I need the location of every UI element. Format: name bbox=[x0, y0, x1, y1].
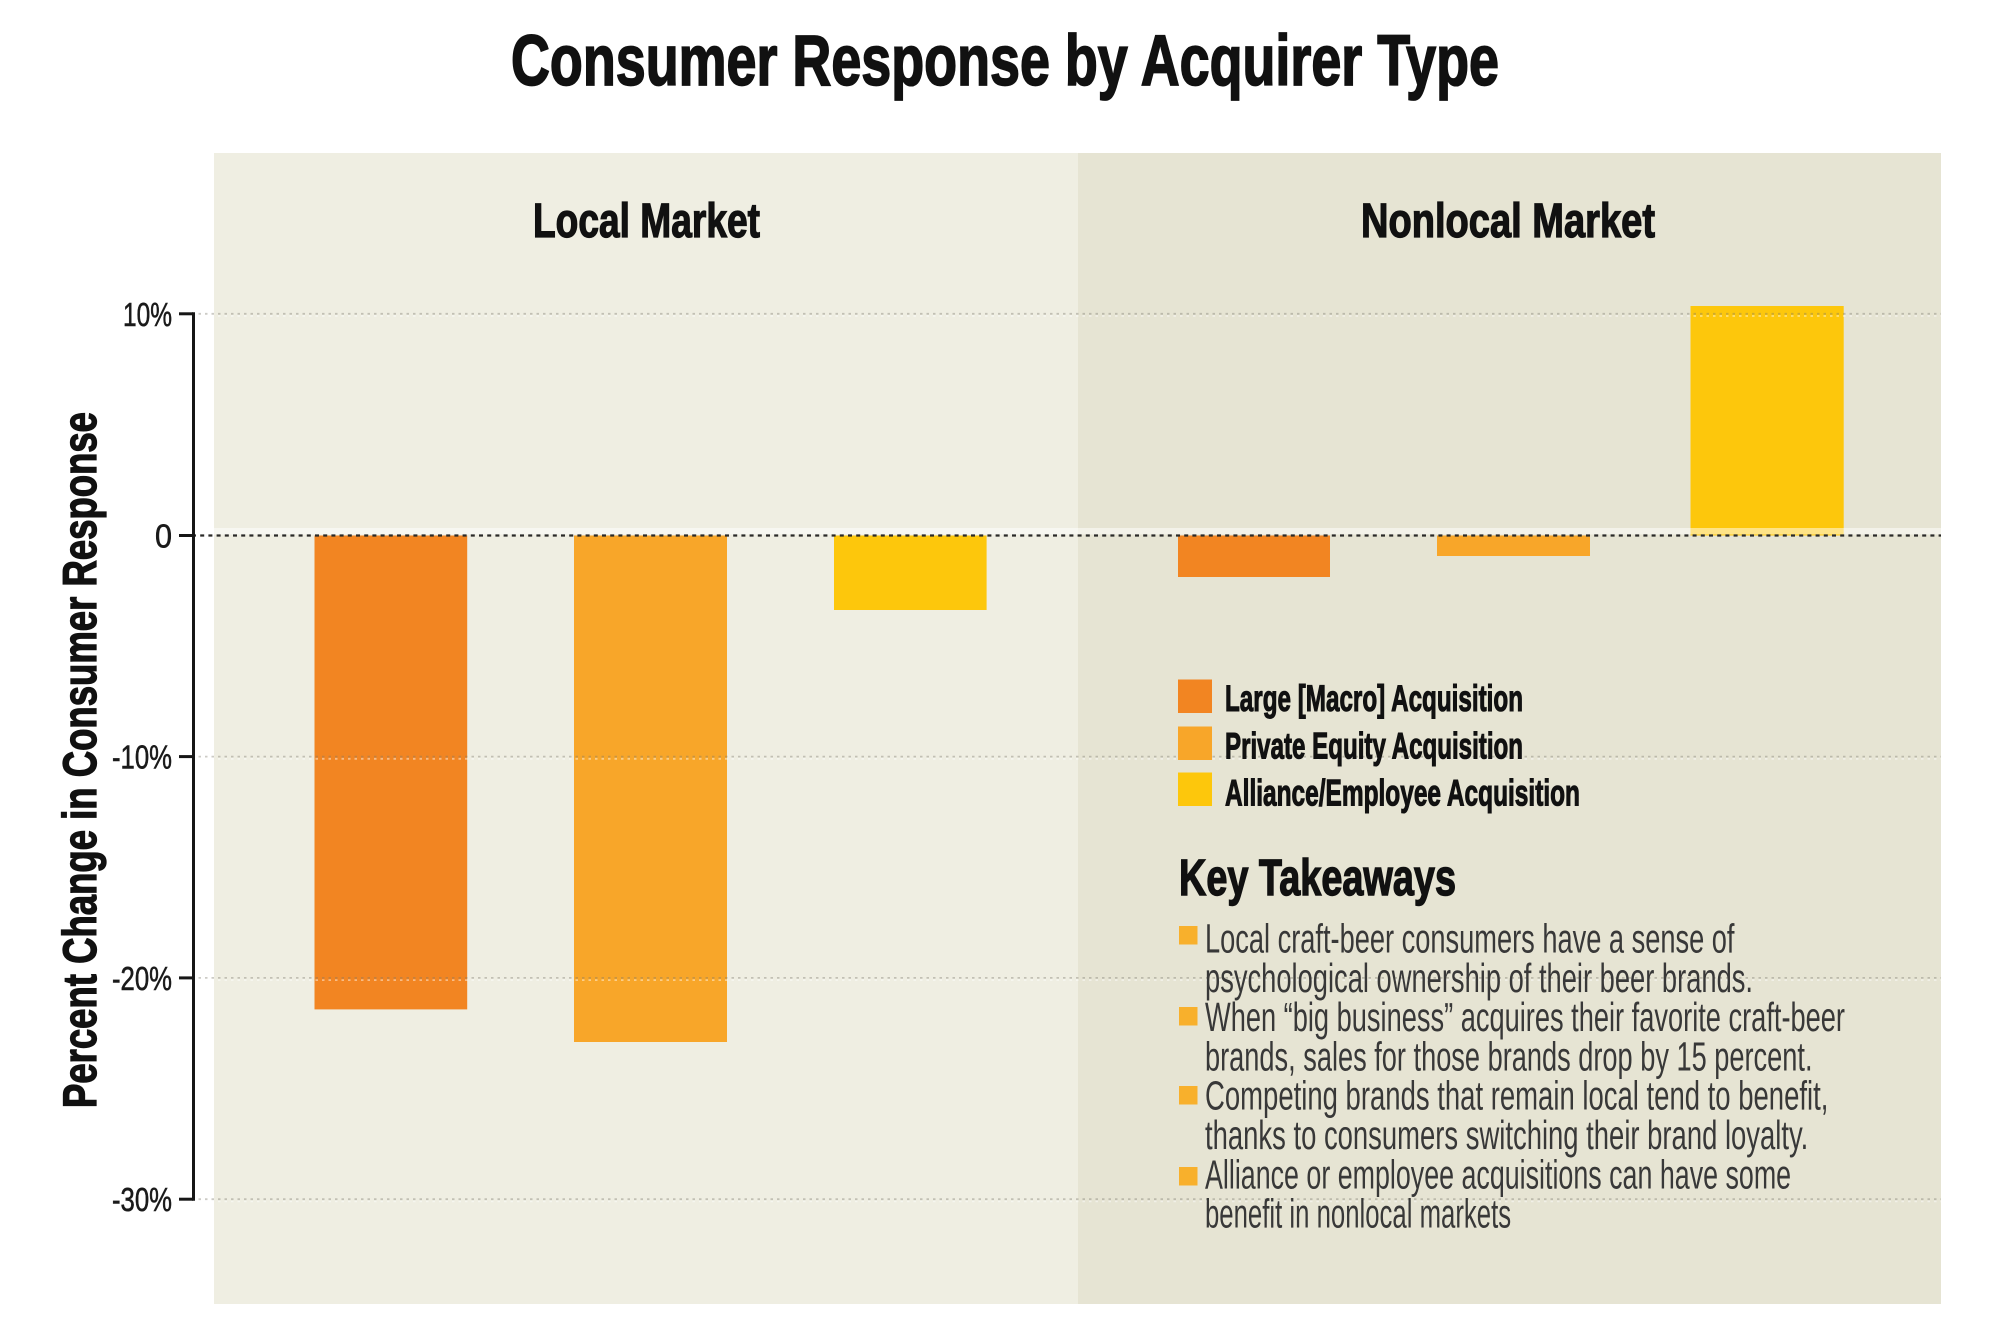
svg-text:Large [Macro] Acquisition: Large [Macro] Acquisition bbox=[1225, 678, 1523, 719]
svg-text:10%: 10% bbox=[123, 296, 172, 333]
svg-text:Local Market: Local Market bbox=[533, 195, 760, 248]
svg-text:0: 0 bbox=[155, 518, 172, 555]
svg-text:brands, sales for those brands: brands, sales for those brands drop by 1… bbox=[1205, 1033, 1813, 1079]
svg-text:thanks to consumers switching: thanks to consumers switching their bran… bbox=[1205, 1112, 1808, 1158]
svg-text:Nonlocal Market: Nonlocal Market bbox=[1361, 195, 1655, 248]
svg-text:Key Takeaways: Key Takeaways bbox=[1179, 849, 1456, 906]
svg-text:Competing brands that remain l: Competing brands that remain local tend … bbox=[1205, 1073, 1828, 1119]
svg-text:-30%: -30% bbox=[112, 1181, 172, 1218]
svg-text:-10%: -10% bbox=[112, 739, 172, 776]
svg-text:-20%: -20% bbox=[112, 960, 172, 997]
svg-text:Private Equity Acquisition: Private Equity Acquisition bbox=[1225, 726, 1523, 767]
svg-text:Alliance or employee acquisiti: Alliance or employee acquisitions can ha… bbox=[1205, 1151, 1791, 1197]
svg-text:When “big business” acquires t: When “big business” acquires their favor… bbox=[1205, 994, 1845, 1040]
svg-text:Local craft-beer consumers hav: Local craft-beer consumers have a sense … bbox=[1205, 916, 1735, 962]
svg-text:psychological ownership of the: psychological ownership of their beer br… bbox=[1205, 955, 1753, 1001]
svg-text:Consumer Response by Acquirer: Consumer Response by Acquirer Type bbox=[511, 22, 1499, 101]
svg-text:benefit in nonlocal markets: benefit in nonlocal markets bbox=[1205, 1191, 1511, 1237]
svg-text:Alliance/Employee Acquisition: Alliance/Employee Acquisition bbox=[1225, 773, 1580, 814]
svg-text:Percent Change in Consumer Res: Percent Change in Consumer Response bbox=[53, 412, 106, 1108]
